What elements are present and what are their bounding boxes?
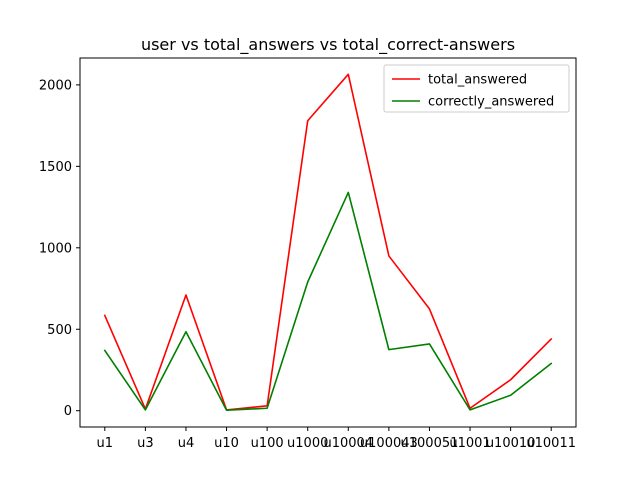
x-axis: u1 u3 u4 u10 u100 u1000u10004u100043u100051u1… — [97, 427, 576, 451]
y-axis: 0 500 1000 1500 2000 — [39, 78, 80, 419]
legend-label: correctly_answered — [428, 95, 554, 110]
x-tick-label: u10011 — [526, 436, 576, 451]
series-line-total-answered — [103, 73, 553, 411]
y-tick-label: 500 — [47, 323, 72, 338]
series-group — [103, 73, 553, 412]
x-tick-label: u4 — [178, 436, 195, 451]
x-tick-label: u10004 — [323, 436, 373, 451]
x-tick-label: u1001 — [449, 436, 490, 451]
x-tick-label: u100043 — [360, 436, 418, 451]
x-tick-label: u100051 — [401, 436, 459, 451]
x-tick-label: u1 — [97, 436, 114, 451]
x-tick-label: u100 — [251, 436, 284, 451]
x-tick-label: u10010 — [486, 436, 536, 451]
chart-title: user vs total_answers vs total_correct-a… — [141, 35, 515, 55]
x-tick-label: u10 — [214, 436, 239, 451]
y-tick-label: 1500 — [39, 160, 72, 175]
y-tick-label: 2000 — [39, 78, 72, 93]
legend-label: total_answered — [428, 73, 527, 88]
x-tick-label: u1000 — [287, 436, 328, 451]
legend: total_answered correctly_answered — [383, 64, 570, 113]
y-tick-label: 0 — [64, 404, 72, 419]
y-tick-label: 1000 — [39, 241, 72, 256]
legend-box — [383, 64, 570, 113]
series-line-correctly-answered — [103, 191, 553, 412]
x-tick-label: u3 — [137, 436, 154, 451]
axes-frame — [79, 57, 577, 428]
